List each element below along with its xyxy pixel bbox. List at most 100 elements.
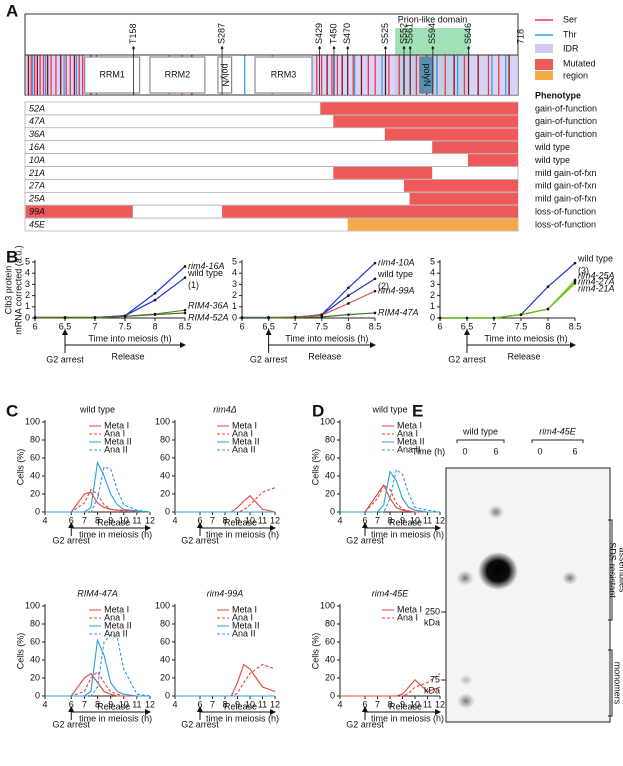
x-tick-label: 7.5: [316, 321, 329, 331]
legend-label: Ser: [563, 14, 577, 24]
x-tick-label: 8.5: [369, 321, 382, 331]
row-bar: [24, 166, 519, 180]
data-point: [183, 308, 187, 312]
x-tick-label: 6: [69, 515, 74, 525]
arrest-label: G2 arrest: [448, 354, 486, 364]
panel-label: A: [6, 1, 18, 20]
mutated-segment: [25, 205, 133, 218]
site-dot: [132, 46, 135, 50]
series-label: rim4-16A: [188, 261, 225, 271]
legend-label: Ana II: [397, 444, 421, 454]
legend-label: Meta II: [232, 620, 260, 630]
release-label: Release: [97, 701, 130, 711]
y-tick-label: 80: [160, 434, 170, 444]
legend-label: Ana I: [104, 612, 125, 622]
series-label: rim4-27A: [578, 276, 615, 286]
mutated-segment: [333, 167, 433, 179]
row-label: 27A: [28, 181, 45, 191]
y-tick-label: 40: [30, 470, 40, 480]
x-tick-label: 11: [132, 699, 141, 709]
y-tick-label: 1: [232, 301, 237, 311]
row-label: 52A: [29, 103, 45, 113]
data-point: [183, 311, 187, 315]
data-point: [373, 289, 377, 293]
phenotype: mild gain-of-fxn: [535, 181, 597, 191]
y-tick-label: 60: [160, 636, 170, 646]
arrest-label: G2 arrest: [346, 719, 384, 729]
site-label: S429: [314, 23, 324, 44]
data-point: [347, 286, 350, 290]
data-point: [438, 316, 442, 320]
series-line: [175, 663, 276, 697]
row-label: 47A: [29, 116, 45, 126]
arrest-label: G2 arrest: [181, 535, 219, 545]
series-line: [35, 266, 186, 319]
series-line: [175, 487, 276, 513]
phenotype: wild type: [534, 155, 570, 165]
site-dot: [346, 46, 350, 50]
x-tick-label: 4: [337, 515, 342, 525]
series-label: rim4-99A: [378, 285, 415, 295]
legend-label: Meta I: [397, 420, 422, 430]
data-point: [293, 316, 297, 319]
data-point: [373, 261, 377, 265]
y-tick-label: 100: [25, 600, 40, 610]
data-point: [240, 316, 244, 320]
data-point: [573, 261, 577, 265]
data-point: [123, 315, 127, 318]
y-tick-label: 3: [25, 279, 30, 289]
y-tick-label: 40: [160, 654, 170, 664]
series-line: [340, 484, 440, 513]
mutated-segment: [409, 192, 518, 205]
y-tick-label: 20: [160, 672, 170, 682]
x-tick-label: 6: [437, 321, 442, 331]
series-line: [242, 312, 376, 319]
series-label: rim4-25A: [578, 270, 615, 280]
y-tick-label: 20: [325, 488, 335, 498]
chart-title: rim4-45E: [372, 588, 410, 598]
series-label: RIM4-47A: [378, 307, 419, 317]
data-point: [183, 265, 187, 268]
y-tick-label: 40: [160, 470, 170, 480]
legend-label: Meta II: [104, 436, 132, 446]
gel-band: [488, 505, 504, 519]
x-tick-label: 10: [119, 699, 129, 709]
x-tick-label: 6.5: [262, 321, 275, 331]
y-tick-label: 20: [30, 488, 40, 498]
y-tick-label: 80: [160, 618, 170, 628]
data-point: [267, 316, 270, 320]
y-tick-label: 1: [25, 301, 30, 311]
y-tick-label: 1: [430, 301, 435, 311]
x-tick-label: 12: [270, 699, 280, 709]
x-tick-label: 12: [145, 699, 155, 709]
y-tick-label: 40: [325, 654, 335, 664]
x-tick-label: 8: [387, 699, 392, 709]
mutated-segment: [432, 141, 518, 154]
data-point: [373, 311, 377, 315]
x-tick-label: 11: [258, 515, 267, 525]
series-note: (1): [188, 280, 199, 290]
series-line: [45, 672, 150, 697]
x-axis-label: Time into meiosis (h): [285, 333, 368, 343]
gel-band: [457, 693, 475, 709]
row-label: 25A: [28, 194, 45, 204]
data-point: [519, 313, 523, 316]
chart-title: rim4-99A: [207, 588, 244, 598]
site-label: S525: [380, 23, 390, 44]
x-tick-label: 7.5: [119, 321, 132, 331]
panel-label: E: [412, 401, 423, 420]
y-tick-label: 60: [30, 636, 40, 646]
series-line: [440, 282, 576, 319]
x-tick-label: 8: [346, 321, 351, 331]
gel-band: [456, 570, 474, 586]
site-dot: [332, 46, 336, 50]
y-tick-label: 60: [30, 452, 40, 462]
x-tick-label: 12: [145, 515, 155, 525]
y-tick-label: 80: [30, 434, 40, 444]
legend-label: IDR: [563, 43, 579, 53]
rrm-domain: [254, 56, 313, 94]
legend-label: Ana I: [104, 428, 125, 438]
data-point: [63, 316, 67, 319]
mutated-segment: [320, 102, 518, 115]
chart-title: wild type: [371, 404, 407, 414]
